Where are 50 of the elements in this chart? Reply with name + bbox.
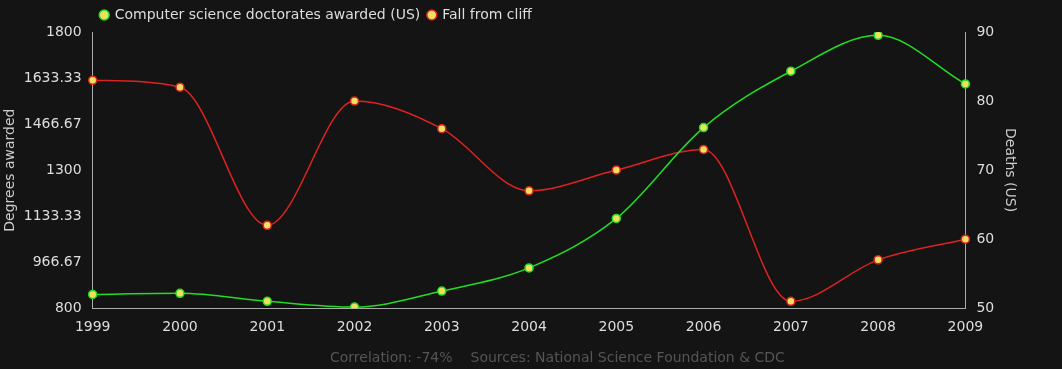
point bbox=[611, 213, 622, 224]
x-tick-label: 2008 bbox=[860, 318, 896, 335]
x-tick-label: 1999 bbox=[74, 318, 111, 335]
point bbox=[175, 82, 185, 92]
source-note: Sources: National Science Foundation & CDC bbox=[470, 348, 786, 365]
y2-tick-label: 90 bbox=[976, 22, 995, 39]
x-tick-label: 2004 bbox=[511, 318, 547, 335]
y-tick-label: 1633.33 bbox=[23, 68, 82, 85]
y2-tick-label: 50 bbox=[976, 298, 995, 315]
point bbox=[437, 286, 447, 296]
y-tick-label: 966.67 bbox=[32, 252, 82, 269]
x-tick-label: 2005 bbox=[598, 318, 635, 335]
point bbox=[175, 288, 185, 299]
y-tick-label: 1466.67 bbox=[23, 114, 82, 131]
x-tick-label: 2006 bbox=[685, 318, 722, 335]
point bbox=[960, 79, 971, 89]
y2-tick-label: 70 bbox=[976, 160, 995, 177]
x-tick-label: 2003 bbox=[423, 318, 460, 335]
y2-axis-title: Deaths (US) bbox=[1002, 128, 1019, 213]
legend-label: Fall from cliff bbox=[442, 5, 533, 22]
y2-tick-label: 60 bbox=[976, 229, 995, 246]
legend-label: Computer science doctorates awarded (US) bbox=[114, 5, 421, 22]
point bbox=[262, 220, 272, 231]
y-tick-label: 800 bbox=[54, 298, 82, 315]
point bbox=[87, 289, 98, 300]
x-tick-label: 2002 bbox=[336, 318, 373, 335]
point bbox=[611, 165, 622, 175]
point bbox=[698, 122, 709, 133]
y2-tick-label: 80 bbox=[976, 91, 995, 108]
y-tick-label: 1133.33 bbox=[23, 206, 82, 223]
point bbox=[960, 234, 971, 244]
point bbox=[524, 263, 534, 273]
point bbox=[786, 296, 796, 307]
y-axis-title: Degrees awarded bbox=[1, 108, 18, 232]
y-tick-label: 1300 bbox=[46, 160, 82, 177]
point bbox=[437, 123, 447, 134]
point bbox=[698, 144, 709, 155]
x-tick-label: 2007 bbox=[773, 318, 809, 335]
point bbox=[87, 75, 98, 86]
x-tick-label: 2001 bbox=[249, 318, 286, 335]
point bbox=[524, 186, 534, 196]
point bbox=[349, 96, 360, 106]
x-tick-label: 2009 bbox=[947, 318, 984, 335]
text: Correlation: -74% bbox=[330, 348, 453, 365]
point bbox=[262, 296, 272, 307]
y-tick-label: 1800 bbox=[46, 22, 82, 39]
point bbox=[786, 66, 796, 76]
x-tick-label: 2000 bbox=[162, 318, 198, 335]
point bbox=[873, 32, 883, 41]
point bbox=[873, 255, 883, 265]
